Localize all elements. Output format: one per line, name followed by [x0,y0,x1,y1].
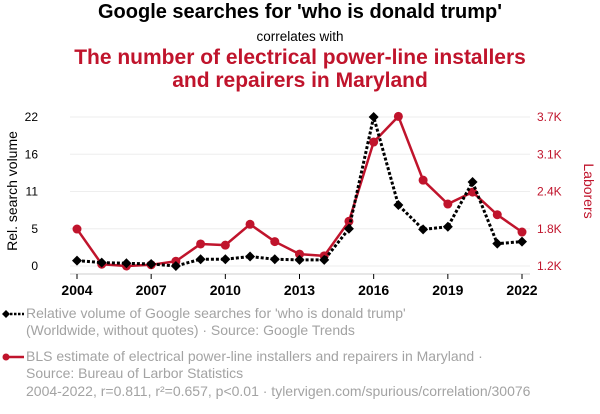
x-tick-label: 2013 [284,282,315,298]
data-point-laborers [344,216,354,226]
data-point-google-searches [245,251,256,262]
chart-title-secondary: The number of electrical power-line inst… [0,46,600,92]
data-point-google-searches [269,254,280,265]
x-tick-label: 2019 [432,282,463,298]
data-point-google-searches [418,224,429,235]
chart-area: 2004 2007 2010 2013 2016 2019 2022 0 5 11 16 22 1.… [4,110,597,298]
legend-symbol-solid-circle [2,353,24,361]
data-point-laborers [418,175,428,185]
title-secondary-line1: The number of electrical power-line inst… [74,46,526,69]
data-point-laborers [245,219,255,229]
data-point-laborers [443,199,453,209]
y-right-tick-label: 3.7K [537,110,562,124]
y-right-tick-label: 1.8K [537,222,562,236]
data-point-google-searches [442,221,453,232]
y-right-tick-label: 3.1K [537,147,562,161]
data-point-laborers [72,224,82,234]
x-tick-label: 2016 [358,282,389,298]
title-secondary-line2: and repairers in Maryland [172,69,428,92]
data-point-google-searches [343,223,354,234]
data-point-laborers [468,187,478,197]
x-tick-label: 2007 [136,282,167,298]
y-axis-left: 0 5 11 16 22 [25,110,39,273]
y-left-tick-label: 5 [31,222,38,236]
data-point-google-searches [492,238,503,249]
series-google-searches [72,112,527,271]
legend-text-line1: BLS estimate of electrical power-line in… [26,348,483,364]
data-point-laborers [492,210,502,220]
y-right-tick-label: 2.4K [537,185,562,199]
data-point-google-searches [517,236,527,247]
legend-text-line1: Relative volume of Google searches for '… [26,305,406,321]
x-tick-label: 2010 [210,282,241,298]
chart-subtitle: correlates with [256,29,344,44]
y-right-tick-label: 1.2K [537,259,562,273]
y-left-tick-label: 22 [25,110,39,124]
data-point-laborers [369,137,379,147]
y-left-tick-label: 16 [25,147,39,161]
data-point-google-searches [96,257,107,268]
data-point-google-searches [121,258,132,269]
data-point-google-searches [368,112,379,122]
data-point-google-searches [319,254,330,265]
data-point-google-searches [170,261,181,271]
gridlines [70,116,530,267]
data-point-laborers [393,111,403,121]
y-axis-right: 1.2K 1.8K 2.4K 3.1K 3.7K [537,110,562,273]
data-point-laborers [196,239,206,249]
data-point-google-searches [393,200,404,211]
y-axis-left-label: Rel. search volume [4,131,20,251]
data-point-google-searches [195,254,206,265]
x-tick-label: 2022 [506,282,537,298]
chart-title: Google searches for 'who is donald trump… [97,1,502,23]
data-point-google-searches [220,254,231,265]
y-left-tick-label: 11 [26,185,39,199]
x-axis: 2004 2007 2010 2013 2016 2019 2022 [61,273,538,298]
data-point-laborers [295,249,304,259]
y-left-tick-label: 0 [31,259,38,273]
y-axis-right-label: Laborers [581,163,597,218]
data-point-laborers [220,240,230,250]
data-point-google-searches [294,254,305,265]
legend-text-line2: Source: Bureau of Larbor Statistics [26,365,244,381]
legend-symbol-dotted-diamond [2,310,24,318]
legend-text-line2: (Worldwide, without quotes) · Source: Go… [26,322,355,338]
data-point-google-searches [146,258,157,269]
data-point-google-searches [72,255,82,266]
data-point-laborers [270,237,280,247]
data-point-laborers [517,227,527,237]
footer-stats: 2004-2022, r=0.811, r²=0.657, p<0.01 · t… [26,383,531,399]
x-tick-label: 2004 [61,282,92,298]
data-point-google-searches [467,177,478,188]
